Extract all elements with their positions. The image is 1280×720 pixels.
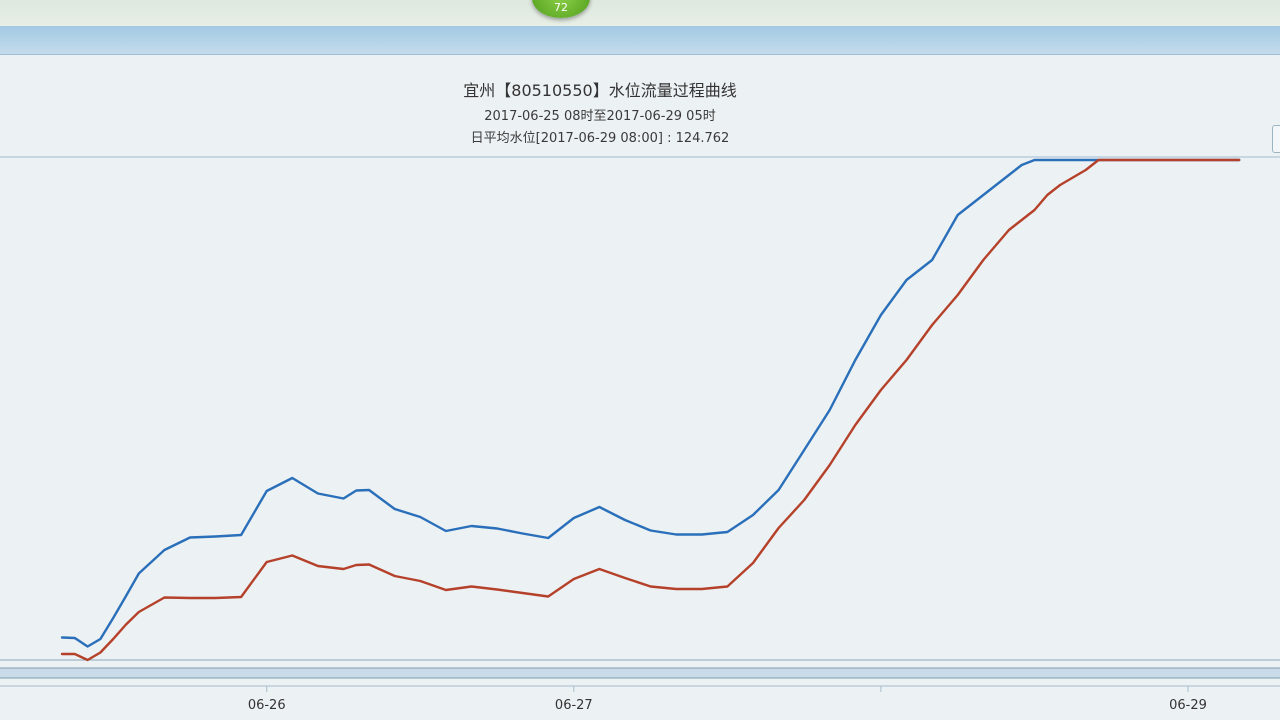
x-axis-ticks: 06-26 06-27 06-29 [248,686,1207,713]
window-header-bar [0,26,1280,55]
chart-subtitle-period: 2017-06-25 08时至2017-06-29 05时 [484,109,716,124]
chart-panel: 宜州【80510550】水位流量过程曲线 2017-06-25 08时至2017… [0,55,1280,720]
chart-subtitle-daily-average: 日平均水位[2017-06-29 08:00] : 124.762 [470,131,730,146]
x-tick-label-1: 06-26 [248,698,286,713]
x-tick-label-2: 06-27 [555,698,593,713]
series-line-1 [60,158,1241,648]
chart-menu-button[interactable] [1272,125,1280,153]
x-tick-label-4: 06-29 [1169,698,1207,713]
chart-title: 宜州【80510550】水位流量过程曲线 [463,81,737,100]
series-line-2 [60,158,1241,662]
navigator-band [0,668,1280,678]
notification-badge[interactable]: 72 [532,0,590,18]
badge-count: 72 [554,1,568,14]
chart-header: 宜州【80510550】水位流量过程曲线 2017-06-25 08时至2017… [0,55,1200,157]
series-layer [60,158,1241,662]
top-strip [0,0,1280,26]
